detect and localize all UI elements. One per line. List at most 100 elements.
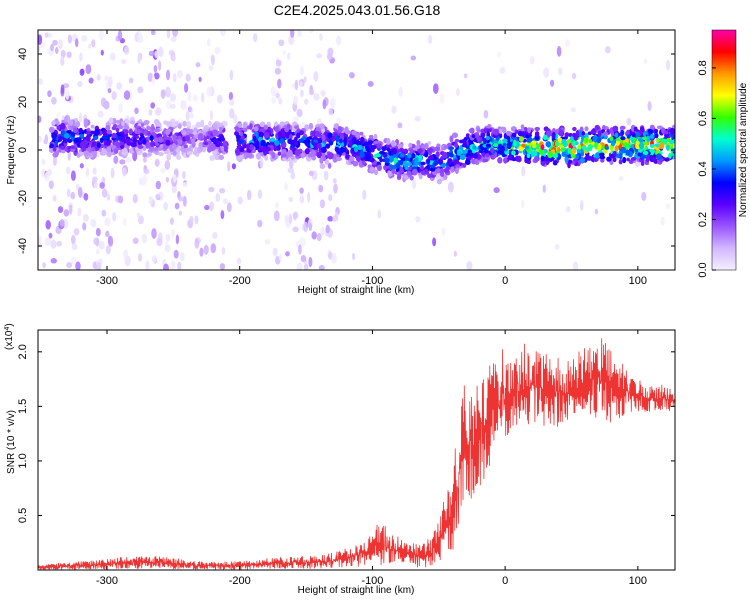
spectrogram-noise-cell xyxy=(67,188,71,198)
spectrogram-signal-cell xyxy=(266,121,271,128)
spectrogram-signal-cell xyxy=(390,148,397,155)
spectrogram-signal-cell xyxy=(376,143,382,149)
spectrogram-y-ticks: -40 -20 0 20 40 xyxy=(17,48,675,254)
spectrogram-signal-cell xyxy=(521,143,526,148)
spectrogram-noise-cell xyxy=(453,250,457,257)
spectrogram-noise-cell xyxy=(618,176,624,182)
spectrogram-signal-cell xyxy=(187,129,194,134)
spectrogram-signal-cell xyxy=(149,135,154,141)
spectrogram-noise-cell xyxy=(415,216,421,223)
spectrogram-signal-cell xyxy=(324,159,330,165)
spectrogram-signal-cell xyxy=(202,128,208,133)
spectrogram-signal-cell xyxy=(417,154,423,162)
spectrogram-signal-cell xyxy=(628,159,634,165)
spectrogram-noise-cell xyxy=(155,107,162,116)
spectrogram-noise-cell xyxy=(118,103,123,113)
spectrogram-noise-cell xyxy=(164,160,171,170)
spectrogram-signal-cell xyxy=(443,174,448,180)
spectrogram-signal-cell xyxy=(54,140,59,147)
spectrogram-signal-cell xyxy=(367,140,374,145)
spectrogram-noise-cell xyxy=(529,56,535,65)
spectrogram-signal-cell xyxy=(409,175,414,181)
spectrogram-noise-cell xyxy=(319,33,323,41)
spectrogram-noise-cell xyxy=(199,247,204,257)
spectrogram-signal-cell xyxy=(427,173,432,179)
spectrogram-noise-cell xyxy=(290,171,296,180)
exponent-text: (x10 xyxy=(4,330,15,350)
spectrogram-noise-cell xyxy=(313,93,320,101)
spectrogram-signal-cell xyxy=(56,125,61,131)
spectrogram-signal-cell xyxy=(277,151,282,156)
colorbar-ticks: 0.0 0.2 0.4 0.6 0.8 xyxy=(697,60,716,278)
spectrogram-noise-cell xyxy=(123,90,131,100)
spectrogram-signal-cell xyxy=(434,146,441,152)
spectrogram-signal-cell xyxy=(398,167,404,174)
spectrogram-signal-cell xyxy=(596,137,602,144)
spectrogram-signal-cell xyxy=(220,145,225,152)
spectrogram-signal-cell xyxy=(101,149,107,156)
spectrogram-signal-cell xyxy=(459,154,466,160)
spectrogram-noise-cell xyxy=(201,92,205,103)
spectrogram-signal-cell xyxy=(357,144,363,150)
spectrogram-signal-cell xyxy=(618,153,623,160)
spectrogram-signal-cell xyxy=(578,130,584,138)
spectrogram-noise-cell xyxy=(367,80,374,87)
snr-line-marks xyxy=(38,338,675,570)
spectrogram-noise-cell xyxy=(105,245,111,255)
spectrogram-signal-cell xyxy=(534,126,540,132)
spectrogram-signal-cell xyxy=(619,125,626,130)
spectrogram-signal-cell xyxy=(625,129,630,137)
spectrogram-signal-cell xyxy=(449,135,454,143)
spectrogram-noise-cell xyxy=(132,237,139,245)
spectrogram-noise-cell xyxy=(278,39,285,47)
spectrogram-noise-cell xyxy=(119,159,126,165)
spectrogram-noise-cell xyxy=(104,75,109,81)
spectrogram-signal-cell xyxy=(649,124,655,130)
spectrogram-signal-cell xyxy=(465,133,470,138)
colorbar-tick-label: 0.2 xyxy=(697,212,709,227)
spectrogram-noise-cell xyxy=(153,72,160,80)
spectrogram-signal-cell xyxy=(183,144,188,149)
spectrogram-signal-cell xyxy=(373,133,378,141)
spectrogram-noise-cell xyxy=(362,189,367,200)
spectrogram-signal-cell xyxy=(584,126,589,132)
spectrogram-signal-cell xyxy=(618,158,623,165)
spectrogram-signal-cell xyxy=(146,130,152,137)
spectrogram-signal-cell xyxy=(604,146,610,150)
spectrogram-signal-cell xyxy=(265,146,271,152)
spectrogram-signal-cell xyxy=(534,155,539,162)
spectrogram-noise-cell xyxy=(101,188,108,198)
spectrogram-noise-cell xyxy=(309,30,314,34)
spectrogram-noise-cell xyxy=(91,176,98,182)
spectrogram-signal-cell xyxy=(572,132,577,138)
spectrogram-noise-cell xyxy=(166,30,171,39)
spectrogram-signal-cell xyxy=(448,146,455,151)
spectrogram-noise-cell xyxy=(208,65,214,71)
spectrogram-signal-cell xyxy=(424,151,429,158)
spectrogram-noise-cell xyxy=(660,216,665,226)
spectrogram-signal-cell xyxy=(349,155,355,162)
spectrogram-noise-cell xyxy=(151,74,156,86)
spectrogram-noise-cell xyxy=(50,239,57,249)
spectrogram-noise-cell xyxy=(398,86,403,97)
spectrogram-signal-cell xyxy=(319,123,325,129)
spectrogram-signal-cell xyxy=(263,124,269,130)
spectrogram-signal-cell xyxy=(209,155,216,161)
spectrogram-noise-cell xyxy=(336,35,342,46)
spectrogram-marks xyxy=(38,30,675,270)
spectrogram-noise-cell xyxy=(155,180,162,190)
spectrogram-noise-cell xyxy=(327,47,334,56)
colorbar-tick-label: 0.6 xyxy=(697,111,709,126)
spectrogram-noise-cell xyxy=(351,252,356,261)
spectrogram-signal-cell xyxy=(206,146,212,153)
x-tick-label: -300 xyxy=(96,275,118,287)
spectrogram-signal-cell xyxy=(533,150,538,157)
spectrogram-noise-cell xyxy=(96,74,101,81)
spectrogram-signal-cell xyxy=(242,122,248,129)
spectrogram-signal-cell xyxy=(294,125,299,130)
spectrogram-signal-cell xyxy=(590,156,595,162)
spectrogram-signal-cell xyxy=(512,139,517,147)
spectrogram-signal-cell xyxy=(615,153,620,159)
spectrogram-noise-cell xyxy=(195,62,201,68)
spectrogram-noise-cell xyxy=(483,109,489,119)
